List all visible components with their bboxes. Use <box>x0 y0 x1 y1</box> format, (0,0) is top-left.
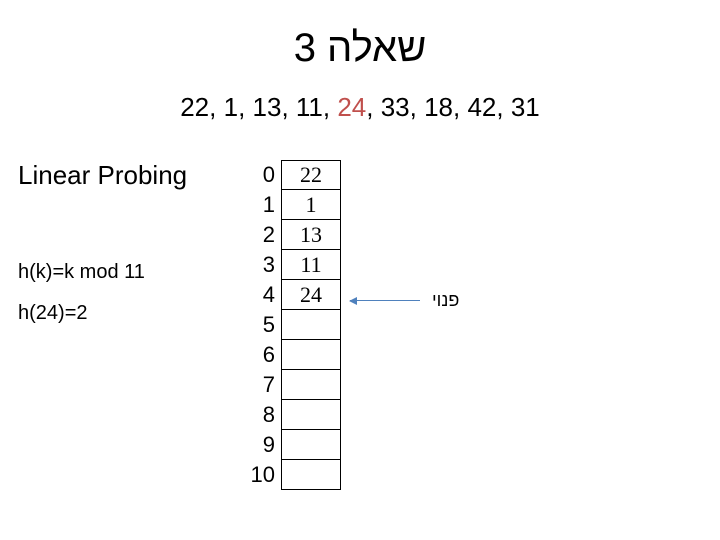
seq-4: 24 <box>337 92 366 122</box>
hash-formula: h(k)=k mod 11 <box>18 261 238 284</box>
table-row: 6 <box>245 340 341 370</box>
table-row: 1 1 <box>245 190 341 220</box>
row-value <box>281 309 341 340</box>
left-column: Linear Probing h(k)=k mod 11 h(24)=2 <box>18 160 238 343</box>
row-value: 1 <box>281 189 341 220</box>
row-index: 1 <box>245 190 281 220</box>
table-row: 10 <box>245 460 341 490</box>
row-index: 4 <box>245 280 281 310</box>
seq-3: 11 <box>296 92 323 122</box>
row-value: 24 <box>281 279 341 310</box>
table-row: 9 <box>245 430 341 460</box>
row-value <box>281 369 341 400</box>
arrow-icon <box>350 300 420 301</box>
seq-8: 31 <box>511 92 540 122</box>
page-title: שאלה 3 <box>0 26 720 71</box>
insert-sequence: 22, 1, 13, 11, 24, 33, 18, 42, 31 <box>0 92 720 123</box>
row-value <box>281 399 341 430</box>
row-value: 22 <box>281 160 341 190</box>
row-value <box>281 459 341 490</box>
row-index: 6 <box>245 340 281 370</box>
row-index: 2 <box>245 220 281 250</box>
seq-1: 1 <box>224 92 238 122</box>
table-row: 4 24 <box>245 280 341 310</box>
row-index: 0 <box>245 160 281 190</box>
table-row: 5 <box>245 310 341 340</box>
row-index: 3 <box>245 250 281 280</box>
table-row: 8 <box>245 400 341 430</box>
seq-5: 33 <box>381 92 410 122</box>
row-index: 9 <box>245 430 281 460</box>
seq-0: 22 <box>180 92 209 122</box>
row-index: 7 <box>245 370 281 400</box>
method-heading: Linear Probing <box>18 160 238 191</box>
table-row: 0 22 <box>245 160 341 190</box>
row-index: 5 <box>245 310 281 340</box>
row-value: 13 <box>281 219 341 250</box>
free-arrow: פנוי <box>350 290 459 311</box>
table-row: 3 11 <box>245 250 341 280</box>
row-index: 10 <box>245 460 281 490</box>
seq-2: 13 <box>253 92 282 122</box>
hash-step: h(24)=2 <box>18 302 238 325</box>
seq-6: 18 <box>424 92 453 122</box>
seq-7: 42 <box>467 92 496 122</box>
hash-table: 0 22 1 1 2 13 3 11 4 24 5 6 7 8 9 10 <box>245 160 341 490</box>
table-row: 7 <box>245 370 341 400</box>
row-value <box>281 429 341 460</box>
arrow-label: פנוי <box>432 290 459 311</box>
row-index: 8 <box>245 400 281 430</box>
row-value: 11 <box>281 249 341 280</box>
table-row: 2 13 <box>245 220 341 250</box>
row-value <box>281 339 341 370</box>
